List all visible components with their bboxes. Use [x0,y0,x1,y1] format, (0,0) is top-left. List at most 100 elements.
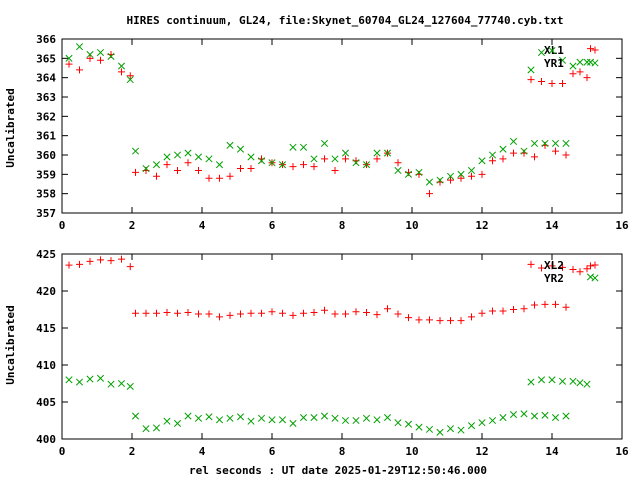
data-point [205,155,213,163]
data-point [331,166,339,174]
data-point [205,413,213,421]
data-point [86,54,94,62]
legend-label: XL1 [544,44,564,57]
chart-title: HIRES continuum, GL24, file:Skynet_60704… [126,14,563,27]
data-point [499,145,507,153]
data-point [373,311,381,319]
data-point [126,263,134,271]
data-point [425,425,434,433]
data-point [447,176,454,184]
data-point [215,161,224,169]
x-tick-label: 2 [129,219,136,232]
data-point [215,416,224,424]
data-point [548,79,556,87]
data-point [126,76,134,84]
data-point [436,317,444,325]
data-point [163,417,171,425]
data-point [237,165,244,173]
data-point [132,168,139,176]
data-point [226,141,234,149]
bottom-panel-y-label: Uncalibrated [4,305,17,384]
y-tick-label: 425 [36,248,56,261]
data-point [342,155,349,163]
data-point [75,378,84,386]
data-point [86,375,94,383]
data-point [86,50,94,59]
series-yr1 [65,43,595,186]
legend-marker [591,274,599,282]
data-point [552,147,559,155]
data-point [552,300,559,308]
data-point [173,151,182,159]
data-point [163,308,171,316]
data-point [132,309,139,317]
data-point [247,165,255,173]
data-point [383,413,392,422]
data-point [527,66,535,74]
data-point [289,163,297,171]
data-point [394,310,402,318]
data-point [415,316,423,324]
top-panel: Uncalibrated 357 358 359 360 361 362 363 364 365… [4,33,629,232]
x-tick-label: 16 [615,445,629,458]
plot-frame [61,38,623,214]
data-point [520,147,528,155]
data-point [142,425,150,433]
series-xl2 [65,255,594,325]
x-tick-label: 12 [475,219,488,232]
data-point [457,317,465,325]
x-tick-label: 10 [405,219,418,232]
data-point [76,260,83,268]
data-point [394,166,402,175]
data-point [321,155,328,163]
data-point [447,317,454,325]
data-point [489,307,496,315]
legend-label: YR2 [544,272,564,285]
data-point [142,309,150,317]
data-point [558,56,567,64]
data-point [236,413,245,421]
data-point [107,380,115,388]
x-tick-label: 0 [59,219,66,232]
y-tick-label: 363 [36,91,56,104]
data-point [289,419,297,428]
y-tick-label: 362 [36,110,56,123]
data-point [404,170,413,178]
data-point [478,157,486,165]
data-point [97,56,104,64]
data-point [331,414,339,422]
data-point [537,48,546,57]
data-point [320,139,329,147]
data-point [467,422,476,430]
data-point [320,412,329,420]
data-point [331,155,339,163]
data-point [341,416,350,425]
legend-marker [591,46,599,54]
data-point [152,424,161,432]
data-point [541,300,549,308]
data-point [310,155,318,163]
data-point [383,149,392,157]
data-point [576,268,584,276]
data-point [415,168,423,176]
data-point [583,58,591,66]
data-point [384,305,391,313]
data-point [107,52,115,60]
data-point [268,159,276,167]
x-tick-label: 14 [545,219,559,232]
data-point [65,261,73,269]
data-point [174,309,181,317]
data-point [509,411,518,419]
data-point [394,159,402,167]
data-point [184,159,192,167]
data-point [478,170,486,178]
data-point [310,413,318,422]
x-axis-label: rel seconds : UT date 2025-01-29T12:50:4… [189,464,487,477]
data-point [583,265,591,273]
data-point [562,412,570,420]
data-point [457,174,465,182]
y-tick-label: 360 [36,149,56,162]
x-tick-label: 6 [269,219,276,232]
legend-label: YR1 [544,57,564,70]
